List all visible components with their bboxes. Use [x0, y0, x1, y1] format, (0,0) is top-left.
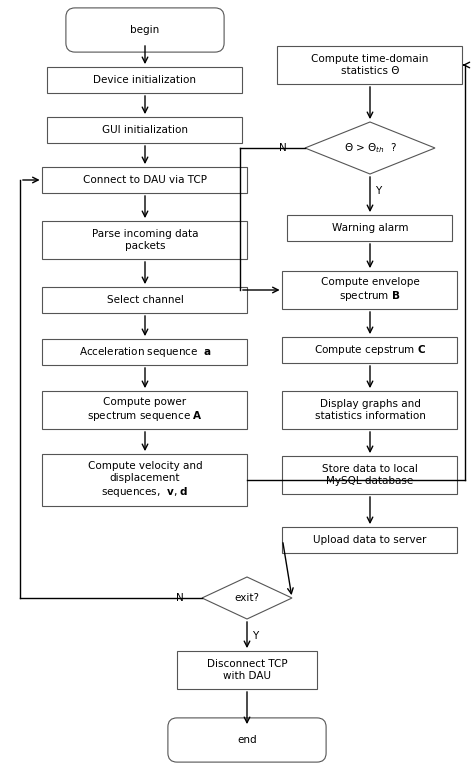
Text: Select channel: Select channel — [107, 295, 183, 305]
FancyBboxPatch shape — [283, 456, 457, 494]
Text: Compute power
spectrum sequence $\mathbf{A}$: Compute power spectrum sequence $\mathbf… — [87, 397, 203, 423]
FancyBboxPatch shape — [283, 527, 457, 553]
Polygon shape — [305, 122, 435, 174]
FancyBboxPatch shape — [47, 67, 243, 93]
Text: Upload data to server: Upload data to server — [313, 535, 427, 545]
FancyBboxPatch shape — [43, 287, 247, 313]
Text: Store data to local
MySQL database: Store data to local MySQL database — [322, 464, 418, 486]
Text: Warning alarm: Warning alarm — [332, 223, 408, 233]
FancyBboxPatch shape — [283, 337, 457, 363]
Text: Y: Y — [375, 186, 381, 196]
Text: exit?: exit? — [235, 593, 259, 603]
FancyBboxPatch shape — [43, 167, 247, 193]
Text: end: end — [237, 735, 257, 745]
Text: begin: begin — [130, 25, 160, 35]
Text: Θ > Θ$_{th}$  ?: Θ > Θ$_{th}$ ? — [344, 141, 396, 155]
Text: Parse incoming data
packets: Parse incoming data packets — [92, 229, 198, 251]
FancyBboxPatch shape — [43, 339, 247, 365]
FancyBboxPatch shape — [283, 271, 457, 309]
Polygon shape — [202, 577, 292, 619]
Text: N: N — [279, 143, 287, 153]
Text: Compute time-domain
statistics Θ: Compute time-domain statistics Θ — [311, 54, 428, 76]
Text: Disconnect TCP
with DAU: Disconnect TCP with DAU — [207, 659, 287, 681]
Text: Display graphs and
statistics information: Display graphs and statistics informatio… — [315, 399, 426, 421]
Text: Compute cepstrum $\mathbf{C}$: Compute cepstrum $\mathbf{C}$ — [314, 343, 426, 357]
FancyBboxPatch shape — [43, 221, 247, 259]
Text: Compute envelope
spectrum $\mathbf{B}$: Compute envelope spectrum $\mathbf{B}$ — [320, 277, 419, 303]
Text: Device initialization: Device initialization — [93, 75, 197, 85]
FancyBboxPatch shape — [277, 46, 463, 84]
Text: Connect to DAU via TCP: Connect to DAU via TCP — [83, 175, 207, 185]
Text: Compute velocity and
displacement
sequences,  $\mathbf{v}$, $\mathbf{d}$: Compute velocity and displacement sequen… — [88, 461, 202, 498]
FancyBboxPatch shape — [283, 391, 457, 429]
Text: GUI initialization: GUI initialization — [102, 125, 188, 135]
FancyBboxPatch shape — [66, 8, 224, 52]
FancyBboxPatch shape — [288, 215, 453, 241]
Text: Acceleration sequence  $\mathbf{a}$: Acceleration sequence $\mathbf{a}$ — [79, 345, 211, 359]
FancyBboxPatch shape — [168, 718, 326, 762]
FancyBboxPatch shape — [177, 651, 317, 689]
FancyBboxPatch shape — [47, 117, 243, 143]
FancyBboxPatch shape — [43, 454, 247, 506]
Text: N: N — [176, 593, 184, 603]
Text: Y: Y — [252, 631, 258, 641]
FancyBboxPatch shape — [43, 391, 247, 429]
